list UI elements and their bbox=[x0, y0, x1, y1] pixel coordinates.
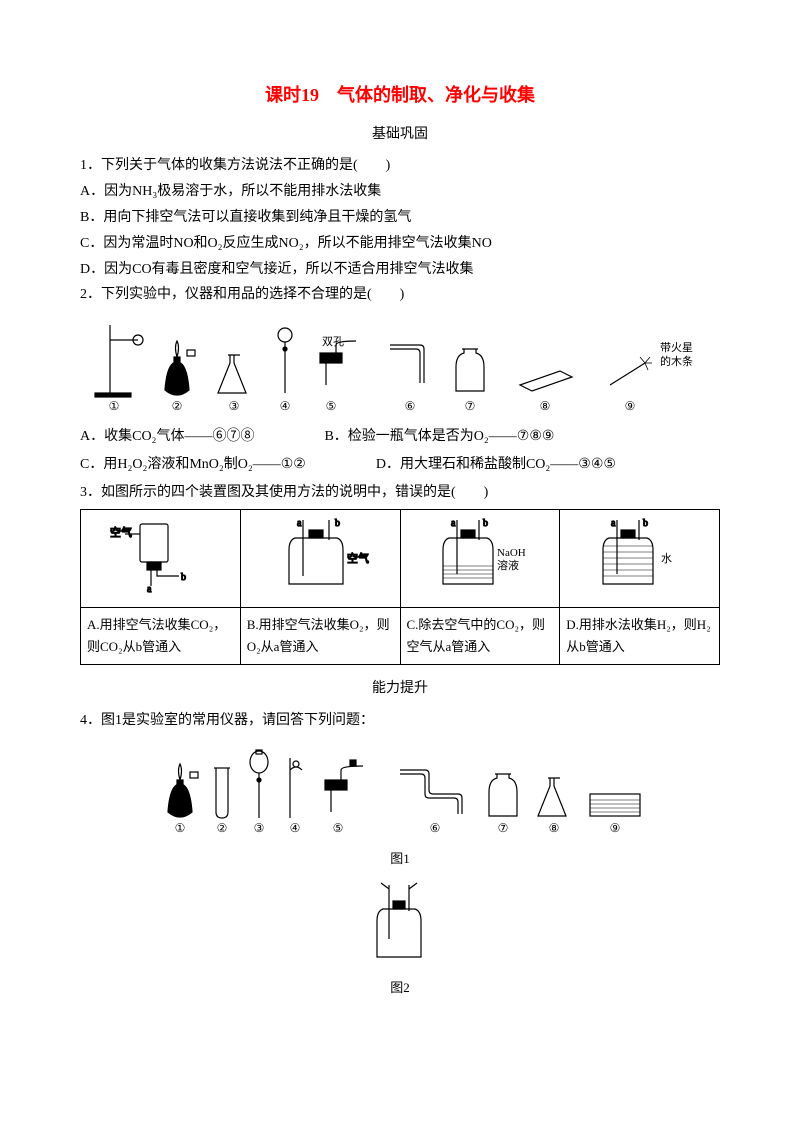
q1-stem: 1．下列关于气体的收集方法说法不正确的是( ) bbox=[80, 154, 720, 178]
q4-caption2: 图2 bbox=[80, 977, 720, 999]
q3-img-c: a b NaOH 溶液 bbox=[400, 509, 560, 607]
q3-img-d: a b 水 bbox=[560, 509, 720, 607]
svg-text:a: a bbox=[611, 518, 616, 529]
q2-label-6: ⑥ bbox=[405, 399, 416, 413]
svg-text:b: b bbox=[643, 518, 648, 529]
q1-opt-a: A．因为NH₃极易溶于水，所以不能用排水法收集 bbox=[80, 180, 720, 204]
q3-img-b: a b 空气 bbox=[240, 509, 400, 607]
q4-stem: 4．图1是实验室的常用仪器，请回答下列问题： bbox=[80, 709, 720, 733]
q2-label-5-top: 双孔 bbox=[322, 335, 344, 348]
q3-img-a: a b 空气 bbox=[81, 509, 241, 607]
q2-opt-b: B．检验一瓶气体是否为O₂——⑦⑧⑨ bbox=[324, 425, 554, 449]
q1-opt-b: B．用向下排空气法可以直接收集到纯净且干燥的氢气 bbox=[80, 206, 720, 230]
q2-label-8: ⑧ bbox=[540, 399, 551, 413]
svg-text:③: ③ bbox=[254, 821, 265, 835]
svg-text:水: 水 bbox=[661, 552, 672, 565]
svg-text:⑨: ⑨ bbox=[610, 821, 621, 835]
svg-text:b: b bbox=[483, 518, 488, 529]
svg-text:①: ① bbox=[175, 821, 186, 835]
q2-side-label-1: 带火星 bbox=[660, 341, 693, 354]
svg-text:⑤: ⑤ bbox=[333, 821, 344, 835]
svg-text:b: b bbox=[181, 572, 186, 583]
q2-opt-d: D．用大理石和稀盐酸制CO₂——③④⑤ bbox=[376, 453, 616, 477]
q1-opt-d: D．因为CO有毒且密度和空气接近，所以不适合用排空气法收集 bbox=[80, 258, 720, 282]
q2-side-label-2: 的木条 bbox=[660, 354, 693, 368]
section-ability: 能力提升 bbox=[80, 677, 720, 701]
q2-figure: ① ② ③ ④ 双孔 ⑤ bbox=[80, 315, 720, 415]
q2-stem: 2．下列实验中，仪器和用品的选择不合理的是( ) bbox=[80, 283, 720, 307]
svg-text:a: a bbox=[147, 584, 152, 594]
svg-text:⑦: ⑦ bbox=[498, 821, 509, 835]
q3-opt-a: A.用排空气法收集CO₂，则CO₂从b管通入 bbox=[81, 607, 241, 664]
q2-opt-c: C．用H₂O₂溶液和MnO₂制O₂——①② bbox=[80, 453, 306, 477]
q3-opt-d: D.用排水法收集H₂，则H₂从b管通入 bbox=[560, 607, 720, 664]
svg-text:a: a bbox=[451, 518, 456, 529]
svg-text:⑧: ⑧ bbox=[549, 821, 560, 835]
svg-text:b: b bbox=[335, 518, 340, 529]
q2-label-9: ⑨ bbox=[625, 399, 636, 413]
q1-opt-c: C．因为常温时NO和O₂反应生成NO₂，所以不能用排空气法收集NO bbox=[80, 232, 720, 256]
q2-label-1: ① bbox=[109, 399, 120, 413]
q4-figure2 bbox=[80, 879, 720, 969]
q3-stem: 3．如图所示的四个装置图及其使用方法的说明中，错误的是( ) bbox=[80, 481, 720, 505]
q4-figure1: ① ② ③ ④ ⑤ bbox=[80, 740, 720, 840]
svg-text:②: ② bbox=[217, 821, 228, 835]
q2-apparatus-svg: ① ② ③ ④ 双孔 ⑤ bbox=[90, 315, 710, 415]
svg-text:⑥: ⑥ bbox=[430, 821, 441, 835]
q2-label-3: ③ bbox=[229, 399, 240, 413]
lesson-title: 课时19 气体的制取、净化与收集 bbox=[80, 80, 720, 111]
svg-text:④: ④ bbox=[290, 821, 301, 835]
q2-label-7: ⑦ bbox=[465, 399, 476, 413]
q4-caption1: 图1 bbox=[80, 848, 720, 870]
q3-table: a b 空气 a b 空气 bbox=[80, 509, 720, 665]
svg-text:NaOH: NaOH bbox=[497, 547, 526, 559]
q2-label-5: ⑤ bbox=[326, 399, 337, 413]
q2-label-2: ② bbox=[172, 399, 183, 413]
svg-text:空气: 空气 bbox=[110, 525, 132, 539]
svg-text:a: a bbox=[297, 518, 302, 529]
svg-text:溶液: 溶液 bbox=[497, 558, 519, 572]
q3-opt-b: B.用排空气法收集O₂，则O₂从a管通入 bbox=[240, 607, 400, 664]
q3-opt-c: C.除去空气中的CO₂，则空气从a管通入 bbox=[400, 607, 560, 664]
q2-opt-a: A．收集CO₂气体——⑥⑦⑧ bbox=[80, 425, 254, 449]
q2-label-4: ④ bbox=[280, 399, 291, 413]
section-basic: 基础巩固 bbox=[80, 123, 720, 147]
svg-text:空气: 空气 bbox=[347, 551, 369, 565]
